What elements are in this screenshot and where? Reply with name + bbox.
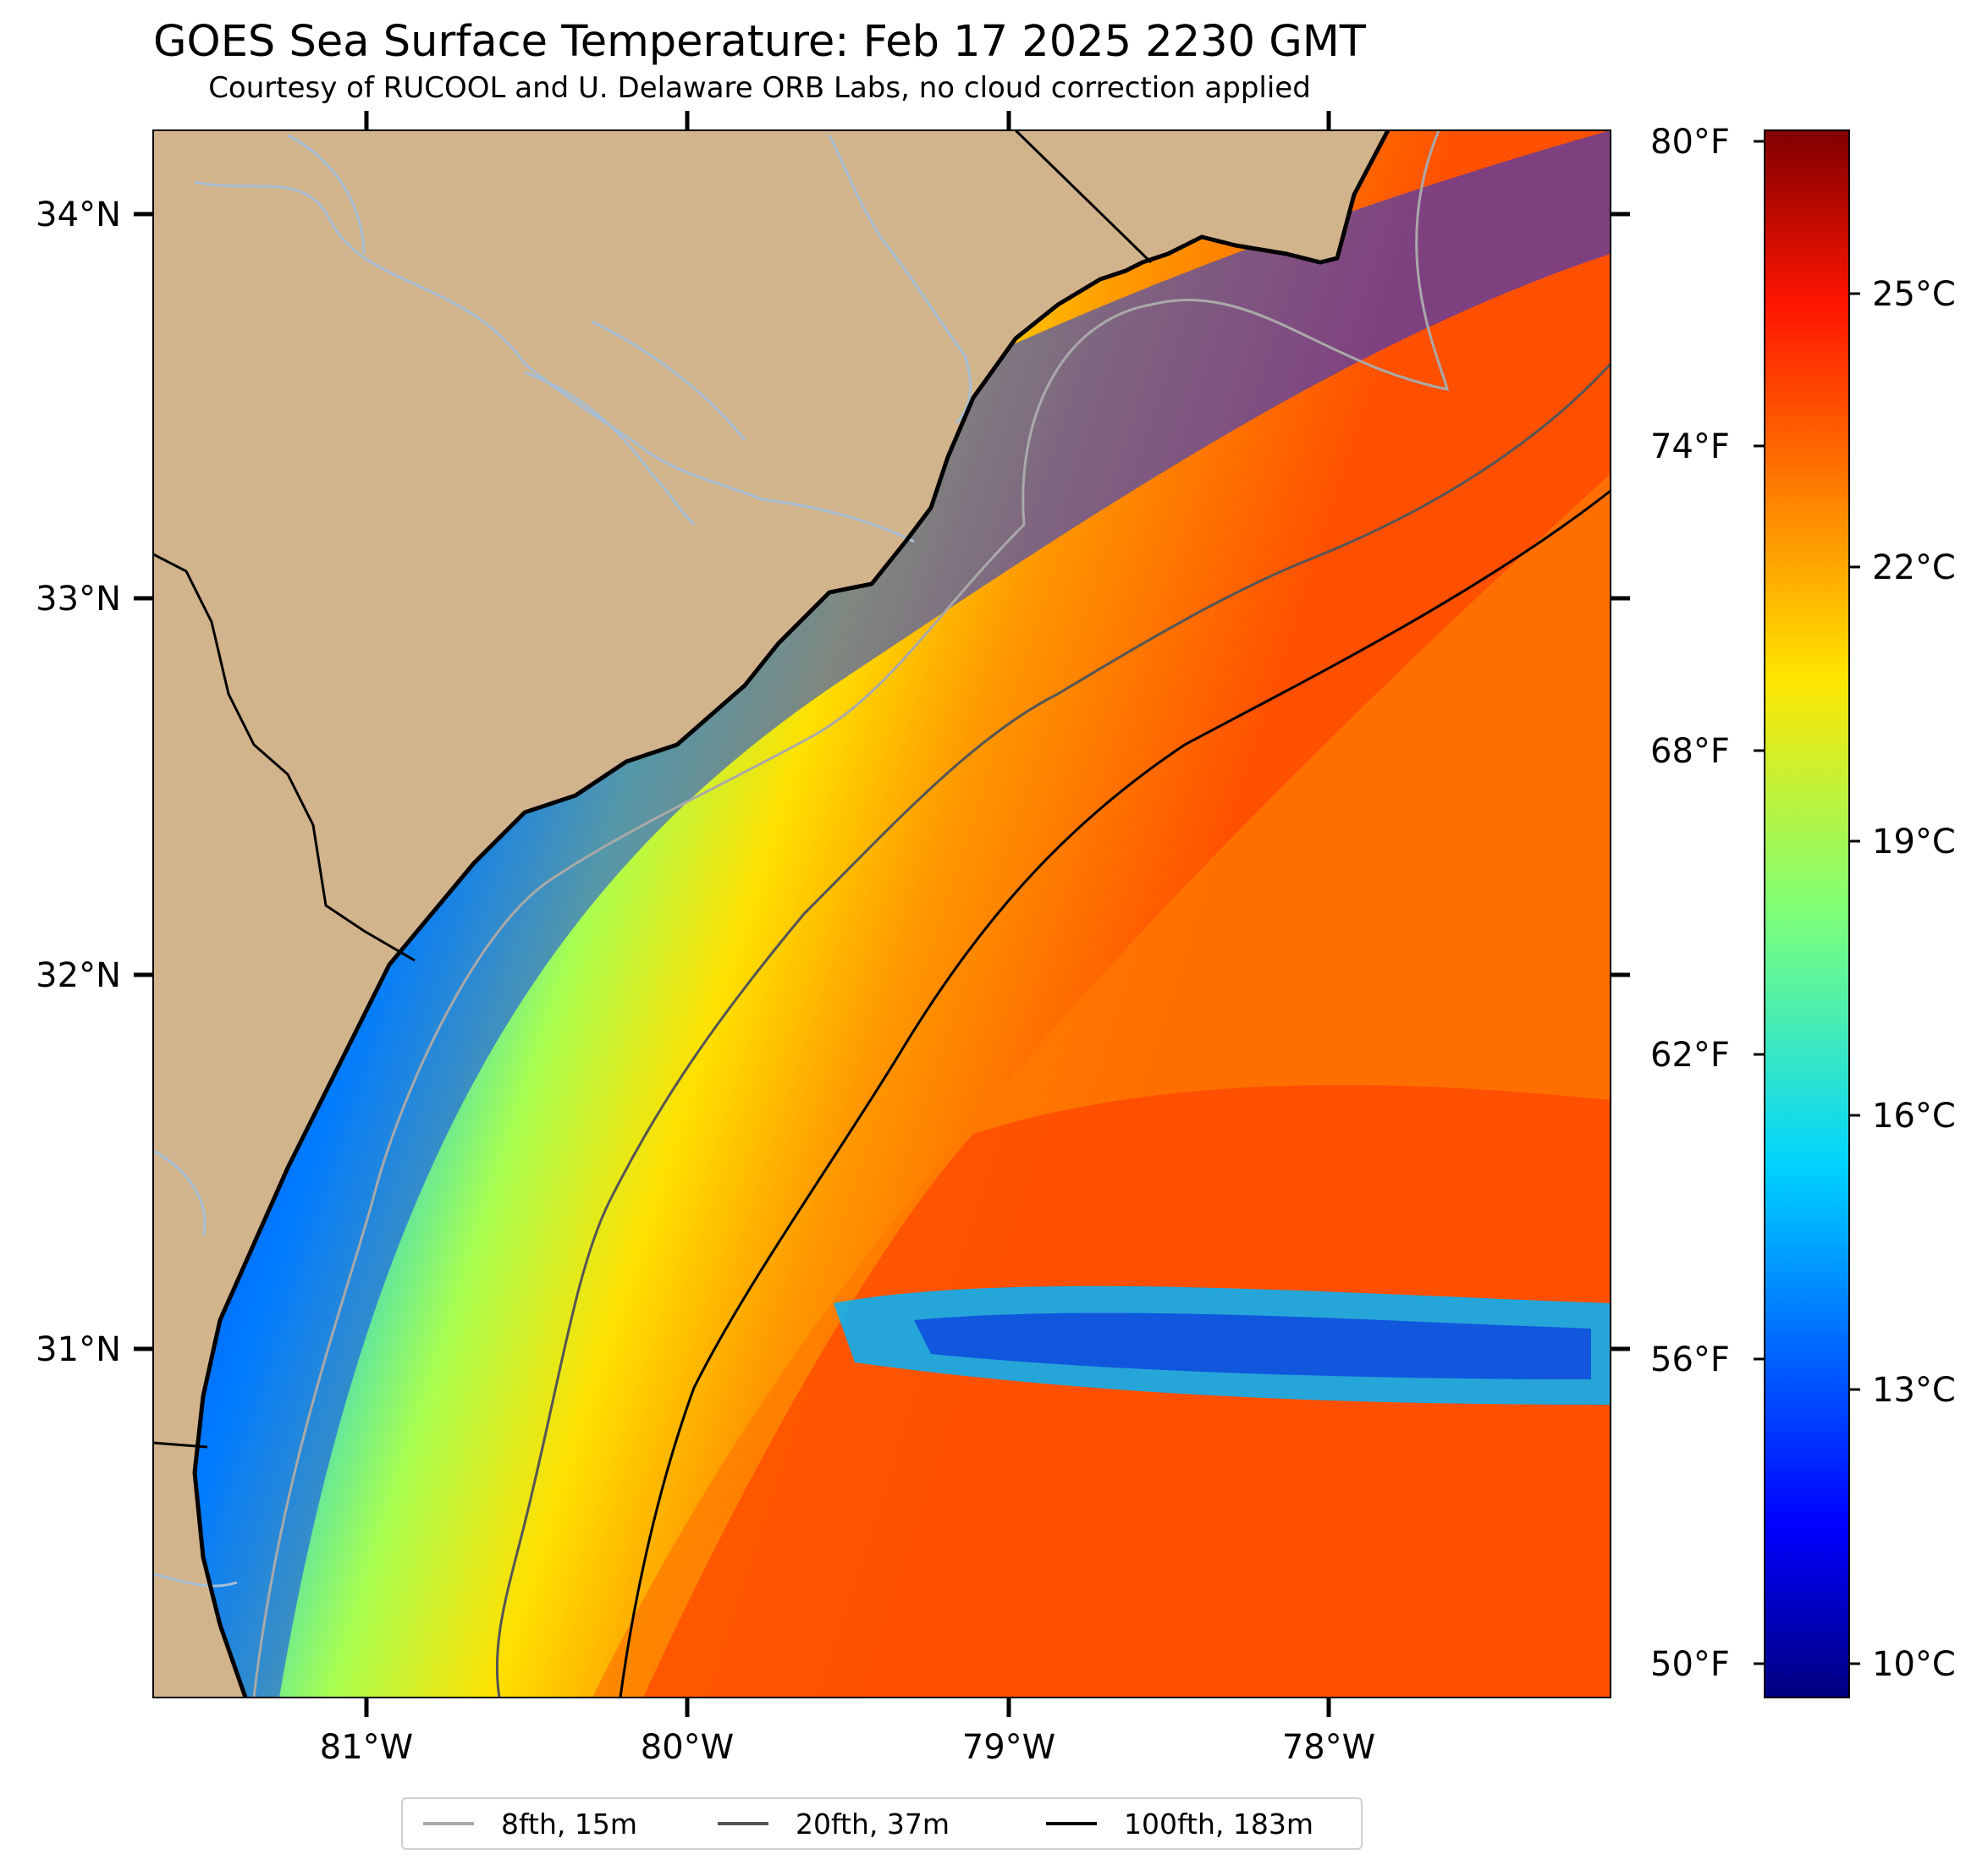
legend-line-8fth	[423, 1822, 474, 1825]
land-area	[153, 130, 1388, 1698]
colorbar-f-label: 56°F	[1650, 1340, 1730, 1379]
state-border-nc-sc	[1014, 130, 1153, 264]
legend-label-20fth: 20fth, 37m	[796, 1807, 950, 1841]
lon-label-79w: 79°W	[962, 1728, 1055, 1767]
state-border	[153, 553, 416, 962]
legend-item-20fth: 20fth, 37m	[718, 1799, 950, 1848]
legend-item-100fth: 100fth, 183m	[1046, 1799, 1313, 1848]
colorbar-c-label: 25°C	[1872, 275, 1956, 314]
legend-line-100fth	[1046, 1822, 1097, 1825]
colorbar-f-label: 74°F	[1650, 427, 1730, 466]
legend-item-8fth: 8fth, 15m	[423, 1799, 637, 1848]
colorbar-f-ticks	[1754, 140, 1765, 1665]
coastline	[192, 130, 1390, 1698]
colorbar-c-label: 19°C	[1872, 823, 1956, 861]
colorbar-c-label: 16°C	[1872, 1097, 1956, 1136]
map-subtitle: Courtesy of RUCOOL and U. Delaware ORB L…	[208, 71, 1311, 105]
lat-label-31n: 31°N	[36, 1330, 121, 1369]
colorbar-f-label: 62°F	[1650, 1036, 1730, 1075]
contour-8fth	[252, 130, 1450, 1698]
colorbar	[1764, 129, 1850, 1698]
lat-label-32n: 32°N	[36, 956, 121, 995]
rivers	[153, 134, 972, 1588]
colorbar-f-label: 50°F	[1650, 1645, 1730, 1684]
contour-20fth	[495, 362, 1611, 1698]
cold-filament-core	[914, 1312, 1591, 1379]
legend-label-8fth: 8fth, 15m	[501, 1807, 638, 1841]
contour-legend: 8fth, 15m 20fth, 37m 100fth, 183m	[401, 1797, 1363, 1850]
lon-label-80w: 80°W	[641, 1728, 734, 1767]
lon-label-81w: 81°W	[320, 1728, 413, 1767]
colorbar-c-label: 22°C	[1872, 548, 1956, 587]
gulf-stream-core	[643, 1085, 1611, 1698]
lat-label-34n: 34°N	[36, 195, 121, 234]
lon-major-ticks	[364, 111, 1331, 1717]
map-frame	[152, 129, 1611, 1698]
colorbar-c-label: 13°C	[1872, 1371, 1956, 1410]
contour-100fth	[619, 489, 1611, 1698]
colorbar-f-label: 80°F	[1650, 123, 1730, 162]
map-panel	[153, 130, 1611, 1698]
map-title: GOES Sea Surface Temperature: Feb 17 202…	[153, 17, 1366, 67]
legend-line-20fth	[718, 1822, 768, 1825]
lat-label-33n: 33°N	[36, 580, 121, 619]
colorbar-f-label: 68°F	[1650, 732, 1730, 771]
lat-major-ticks	[134, 212, 1630, 1351]
legend-label-100fth: 100fth, 183m	[1124, 1807, 1313, 1841]
lon-label-78w: 78°W	[1282, 1728, 1375, 1767]
colorbar-c-ticks	[1849, 292, 1860, 1665]
colorbar-c-label: 10°C	[1872, 1645, 1956, 1684]
